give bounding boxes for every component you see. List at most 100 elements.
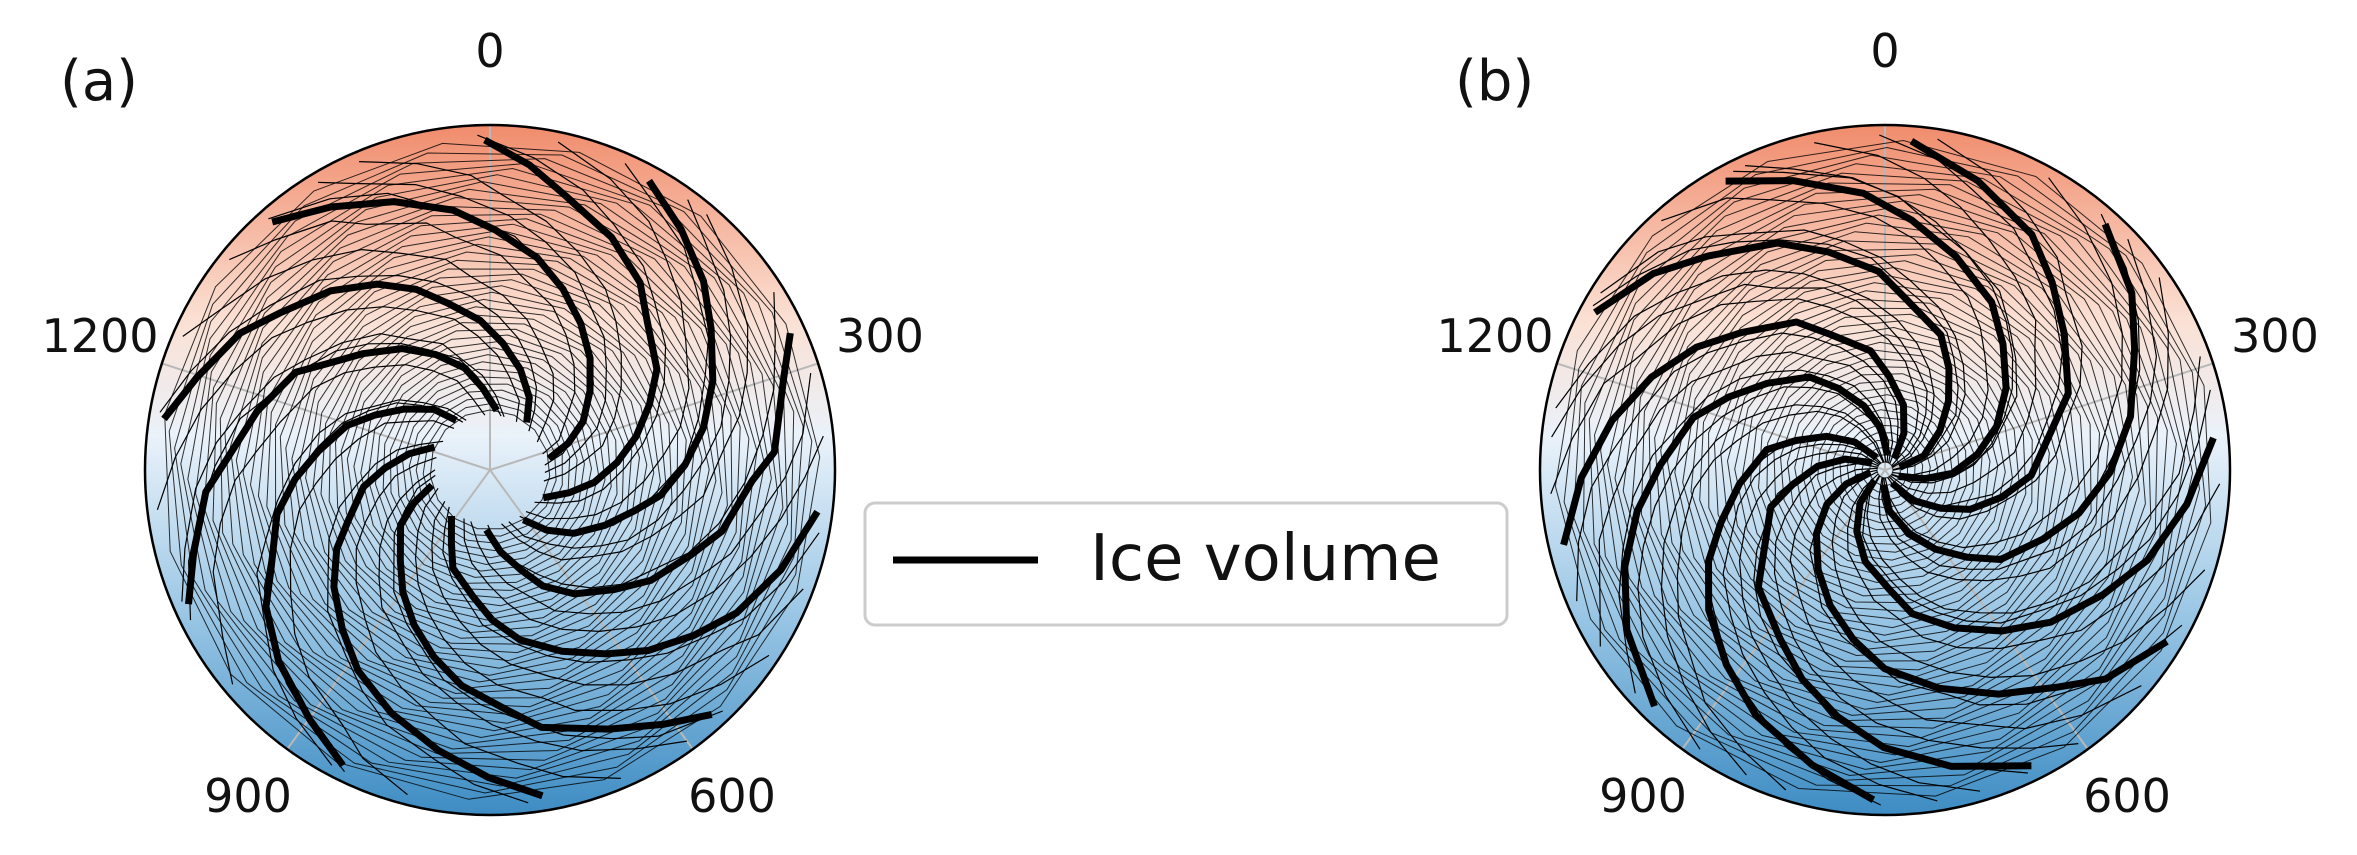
panel-a-thin-ring-6 — [395, 376, 585, 566]
panel-a-thin-line-8 — [318, 181, 608, 473]
panel-a-thin-line-16 — [470, 373, 812, 615]
panel-b-thin-ring-13 — [1786, 373, 1983, 569]
polar-panel-b: (b) 0 300 600 900 1200 — [1436, 24, 2318, 823]
panel-b-thin-line-21 — [1862, 389, 2211, 624]
panel-a-ice-volume-line-7 — [447, 509, 821, 658]
panel-a-thin-ring-37 — [180, 162, 795, 779]
panel-a-thin-ring-17 — [320, 298, 661, 639]
panel-b-ice-volume-line-2 — [1560, 318, 1908, 546]
panel-b-thin-ring-35 — [1622, 206, 2146, 729]
panel-a-thin-line-4 — [159, 274, 538, 432]
panel-b-outline — [1538, 123, 2232, 817]
panel-a-thin-ring-29 — [235, 218, 741, 724]
panel-b-thin-line-19 — [1878, 277, 2169, 582]
panel-b-thin-ring-32 — [1648, 231, 2126, 710]
panel-a-thin-ring-13 — [346, 328, 633, 614]
panel-a-thin-ring-30 — [229, 213, 750, 732]
panel-a-thin-line-18 — [442, 506, 820, 664]
panel-b-ice-volume-line-7 — [1853, 436, 2217, 635]
panel-a-thin-line-19 — [431, 501, 804, 686]
panel-b-thin-line-3 — [1598, 351, 1894, 647]
panel-a-thin-line-5 — [182, 249, 555, 443]
panel-a-thin-ring-7 — [389, 368, 593, 572]
panel-b-thin-line-12 — [1745, 165, 2018, 484]
panel-b-thin-line-23 — [1831, 471, 2206, 679]
panel-a-thin-line-23 — [355, 457, 621, 779]
panel-a-ice-volume-line-9 — [330, 443, 544, 800]
panel-b-thin-line-8 — [1592, 239, 1959, 471]
panel-a-thin-ring-19 — [305, 285, 673, 654]
panel-b-ice-volume-line-6 — [1879, 222, 2139, 563]
panel-b-thin-line-15 — [1887, 138, 2083, 520]
grid-spoke-900 — [1681, 469, 1886, 750]
panel-b-ice-volume-line-1 — [1621, 373, 1891, 708]
panel-b-thin-line-25 — [1789, 467, 2142, 730]
panel-a-thin-line-27 — [256, 399, 467, 766]
panel-b-ice-volume-line-5 — [1889, 138, 2072, 513]
panel-a-thin-ring-15 — [334, 314, 648, 628]
panel-b-ice-volume-line-9 — [1754, 455, 2032, 770]
panel-b-thin-ring-14 — [1779, 365, 1991, 576]
panel-a-ice-volume-line-4 — [483, 136, 661, 502]
panel-a-thin-ring-39 — [168, 152, 813, 794]
panel-b-thin-ring-21 — [1726, 313, 2042, 629]
panel-a-thin-line-11 — [525, 141, 690, 520]
panel-b-tick-900: 900 — [1599, 769, 1687, 823]
panel-b-thin-line-7 — [1555, 269, 1935, 468]
panel-b-thin-ring-36 — [1614, 200, 2152, 739]
grid-spoke-600 — [1884, 469, 2089, 750]
panel-a-thin-ring-27 — [249, 229, 728, 708]
panel-b-thin-line-6 — [1551, 283, 1928, 468]
panel-a-label: (a) — [60, 49, 138, 114]
panel-a-thin-line-25 — [289, 420, 455, 796]
panel-a-tick-1200: 1200 — [41, 309, 158, 363]
panel-a-thin-line-14 — [501, 214, 749, 561]
panel-b-ice-volume-line-8 — [1812, 469, 2169, 698]
panel-b-thin-ring-31 — [1654, 240, 2118, 704]
panel-a-outline — [143, 123, 837, 817]
panel-a-ice-volume-line-1 — [185, 345, 500, 605]
panel-a-thin-ring-23 — [279, 259, 703, 683]
panel-a-thin-line-15 — [487, 292, 776, 589]
panel-b-thin-ring-23 — [1713, 298, 2059, 644]
panel-a-thin-line-20 — [414, 487, 770, 712]
panel-b-thin-line-18 — [1881, 239, 2157, 570]
panel-a-thin-ring-40 — [164, 142, 821, 800]
panel-b-thin-ring-8 — [1824, 409, 1946, 531]
panel-b-ice-volume-line-4 — [1725, 177, 2010, 483]
panel-b-thin-ring-17 — [1757, 341, 2014, 597]
panel-a-thin-ring-32 — [219, 196, 766, 745]
panel-b-label: (b) — [1455, 49, 1534, 114]
panel-b-thin-lines — [1550, 134, 2221, 806]
panel-a-thin-ring-18 — [312, 291, 668, 645]
panel-b-thin-line-13 — [1814, 142, 2037, 494]
panel-a-thin-line-22 — [378, 469, 687, 752]
panel-b-thin-ring-33 — [1640, 222, 2133, 716]
panel-b-thin-line-22 — [1846, 473, 2221, 650]
panel-b-thin-line-9 — [1600, 229, 1966, 471]
panel-b-thin-line-10 — [1661, 197, 1989, 476]
panel-a-thin-line-24 — [327, 440, 529, 804]
panel-b-thin-line-29 — [1722, 443, 1938, 802]
panel-a-thin-ring-33 — [212, 188, 772, 750]
panel-a-thin-ring-35 — [195, 174, 784, 761]
panel-b-ice-volume-line-10 — [1705, 432, 1879, 803]
panel-a-thin-line-6 — [229, 220, 576, 455]
panel-a-thin-ring-24 — [274, 251, 710, 689]
legend-entry-ice-volume: Ice volume — [1090, 522, 1441, 596]
panel-b-thin-line-28 — [1738, 450, 1981, 792]
panel-b-thin-line-32 — [1660, 404, 1885, 776]
panel-a-thin-line-10 — [477, 134, 667, 504]
panel-b-thin-line-2 — [1618, 369, 1890, 694]
panel-b-tick-600: 600 — [2083, 769, 2171, 823]
legend: Ice volume — [863, 501, 1509, 627]
panel-b-tick-0: 0 — [1870, 24, 1899, 78]
panel-a-tick-0: 0 — [475, 24, 504, 78]
panel-a-thin-ring-21 — [291, 273, 687, 669]
panel-a-tick-900: 900 — [204, 769, 292, 823]
panel-a-thin-line-17 — [463, 435, 824, 633]
panel-a-thin-line-28 — [212, 364, 486, 685]
panel-b-thin-line-31 — [1676, 410, 1884, 791]
panel-b-thin-ring-7 — [1832, 416, 1939, 524]
